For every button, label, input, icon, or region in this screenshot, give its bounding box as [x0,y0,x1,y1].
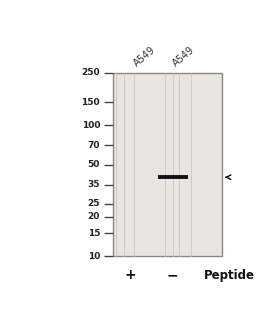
Text: 15: 15 [88,228,100,238]
Text: A549: A549 [171,44,197,68]
Text: 50: 50 [88,160,100,169]
Text: −: − [167,268,179,283]
Text: Peptide: Peptide [204,269,255,282]
Bar [113,73,222,256]
Text: +: + [125,268,136,283]
Text: 150: 150 [81,98,100,106]
Text: 25: 25 [88,199,100,209]
Text: 20: 20 [88,212,100,221]
Text: 100: 100 [81,121,100,129]
Text: 250: 250 [81,68,100,77]
Text: 10: 10 [88,252,100,261]
Text: A549: A549 [132,44,157,68]
Text: 35: 35 [88,180,100,189]
Text: 70: 70 [88,141,100,150]
